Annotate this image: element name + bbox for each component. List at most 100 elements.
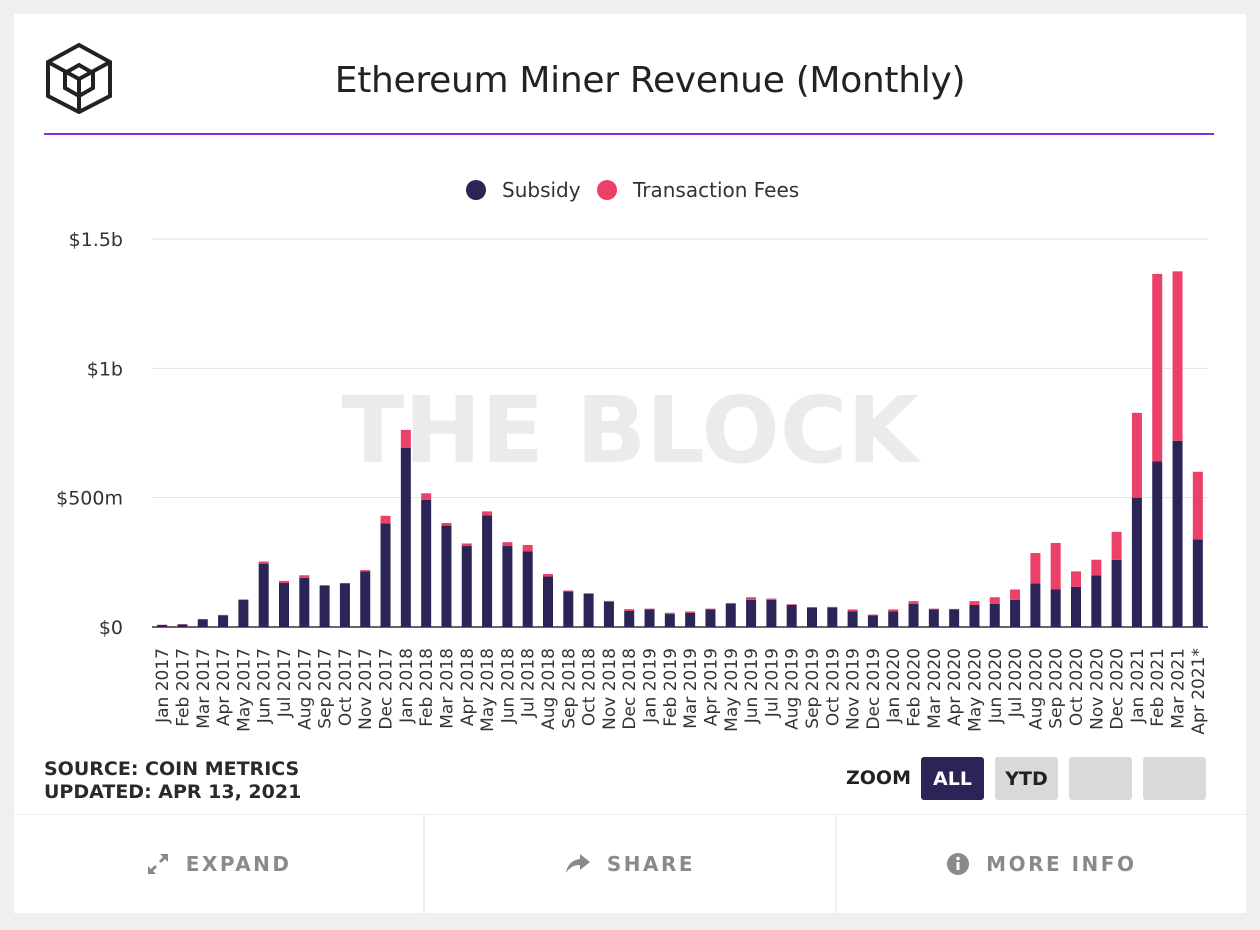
x-tick-label: Mar 2020 [925,648,945,729]
bar-subsidy [583,593,594,627]
x-tick-label: Dec 2019 [864,648,884,730]
zoom-button-4[interactable] [1143,757,1206,800]
bar-transaction-fees [461,543,472,547]
x-tick-label: Aug 2020 [1026,648,1046,730]
x-tick-label: Feb 2018 [417,648,437,727]
bar-subsidy [319,585,330,627]
bar-subsidy [157,624,168,627]
x-tick-label: Jan 2019 [641,648,661,724]
bar-transaction-fees [1050,542,1061,590]
legend-transaction-fees-marker [597,180,617,200]
x-tick-label: Mar 2018 [437,648,457,729]
bar-subsidy [928,609,939,627]
bar-transaction-fees [1071,571,1081,587]
bar-subsidy [725,603,736,627]
bar-subsidy [177,624,188,627]
the-block-logo-icon [46,42,112,114]
bar-subsidy [502,546,513,627]
y-tick-label: $500m [56,488,123,510]
bar-transaction-fees [685,611,696,613]
bar-subsidy [482,515,493,627]
chart-card [14,14,1246,814]
x-tick-label: Sep 2019 [803,648,823,729]
bar-transaction-fees [867,614,878,616]
bar-subsidy [563,591,574,627]
expand-button[interactable]: EXPAND [14,815,426,913]
x-tick-label: Mar 2021 [1169,648,1189,729]
bar-transaction-fees [380,515,391,524]
more-info-button[interactable]: MORE INFO [837,815,1246,913]
x-tick-label: Jan 2017 [153,648,173,724]
x-tick-label: Jul 2020 [1006,648,1026,718]
bar-subsidy [1091,575,1102,627]
bar-transaction-fees [949,608,960,610]
bar-subsidy [279,583,289,627]
zoom-button-3[interactable] [1069,757,1132,800]
bar-subsidy [1111,559,1122,627]
x-tick-label: Jun 2019 [742,648,762,724]
bar-subsidy [1152,461,1163,627]
bar-subsidy [197,619,208,627]
x-tick-label: Jul 2017 [275,648,295,718]
bar-subsidy [603,601,614,627]
x-tick-label: Oct 2017 [336,648,356,726]
bar-transaction-fees [482,511,493,516]
bar-transaction-fees [1030,553,1041,584]
bar-subsidy [989,603,1000,627]
x-tick-label: Nov 2017 [356,648,376,730]
bar-transaction-fees [258,561,269,564]
bar-transaction-fees [522,545,533,552]
bar-subsidy [908,603,919,627]
x-tick-label: Feb 2017 [173,648,193,727]
bar-transaction-fees [279,580,289,584]
share-button[interactable]: SHARE [425,815,837,913]
zoom-ytd-button[interactable]: YTD [995,757,1058,800]
x-tick-label: Oct 2019 [823,648,843,726]
x-tick-label: Aug 2018 [539,648,559,730]
x-tick-label: Jul 2018 [519,648,539,718]
bar-transaction-fees [441,523,452,526]
legend-transaction-fees-label: Transaction Fees [632,178,799,202]
info-icon [947,853,970,875]
bar-transaction-fees [502,542,513,547]
bar-transaction-fees [1192,471,1203,540]
x-tick-label: Apr 2017 [214,648,234,726]
watermark-text: THE BLOCK [341,377,922,484]
footer-actions: EXPAND SHARE MORE INFO [14,815,1246,913]
bar-subsidy [847,611,858,627]
legend-subsidy-label: Subsidy [502,178,581,202]
bar-subsidy [1172,440,1183,627]
bar-transaction-fees [339,583,350,584]
x-tick-label: Apr 2019 [701,648,721,726]
bar-transaction-fees [1172,271,1183,441]
bar-transaction-fees [847,609,858,612]
bar-transaction-fees [928,608,939,610]
bar-subsidy [218,615,229,627]
bar-transaction-fees [664,612,675,615]
bar-transaction-fees [827,606,838,608]
bar-subsidy [339,583,350,627]
bar-transaction-fees [644,608,655,610]
x-tick-label: Apr 2018 [458,648,478,726]
bar-subsidy [746,599,757,627]
bar-subsidy [360,571,371,627]
expand-icon [147,854,168,874]
zoom-all-button[interactable]: ALL [921,757,984,800]
x-tick-label: Feb 2019 [661,648,681,727]
bar-transaction-fees [360,570,371,572]
bar-transaction-fees [319,585,330,586]
bar-subsidy [705,609,716,627]
bar-transaction-fees [705,608,716,610]
bar-transaction-fees [1152,273,1163,462]
bar-subsidy [888,611,899,627]
x-tick-label: Nov 2018 [600,648,620,730]
x-tick-label: May 2017 [234,648,254,732]
bar-subsidy [1010,599,1021,627]
bar-transaction-fees [1131,412,1142,498]
bar-subsidy [664,614,675,627]
bar-subsidy [522,551,533,627]
bar-transaction-fees [218,614,229,616]
bar-subsidy [461,546,472,627]
bar-subsidy [441,525,452,627]
bar-transaction-fees [1111,531,1122,560]
